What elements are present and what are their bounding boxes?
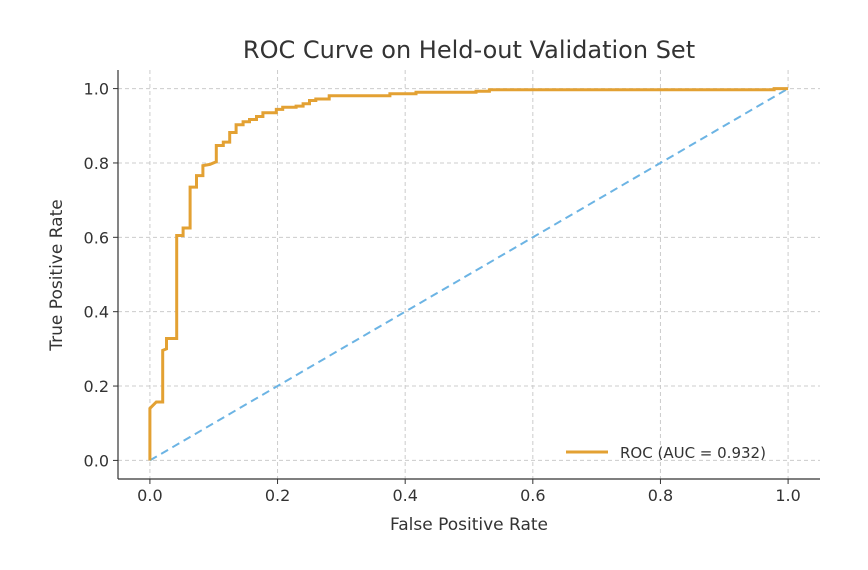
x-tick-label: 1.0 bbox=[775, 486, 800, 505]
y-axis-label: True Positive Rate bbox=[47, 199, 67, 351]
axes: 0.0 0.2 0.4 0.6 0.8 1.0 0.0 0.2 0.4 0.6 0.8 1.0 bbox=[84, 70, 820, 505]
y-tick-label: 0.6 bbox=[84, 228, 109, 247]
y-tick-label: 1.0 bbox=[84, 80, 109, 99]
x-tick-label: 0.0 bbox=[137, 486, 162, 505]
grid bbox=[118, 70, 820, 479]
series-group bbox=[148, 87, 789, 462]
roc-curve bbox=[148, 87, 789, 461]
y-tick-label: 0.2 bbox=[84, 377, 109, 396]
legend-label: ROC (AUC = 0.932) bbox=[620, 444, 766, 462]
chance-line bbox=[149, 87, 789, 462]
chart-title: ROC Curve on Held-out Validation Set bbox=[243, 36, 695, 64]
x-tick-label: 0.4 bbox=[392, 486, 417, 505]
x-tick-label: 0.2 bbox=[265, 486, 290, 505]
y-tick-label: 0.0 bbox=[84, 451, 109, 470]
y-tick-label: 0.8 bbox=[84, 154, 109, 173]
x-tick-label: 0.8 bbox=[648, 486, 673, 505]
x-axis-label: False Positive Rate bbox=[390, 515, 548, 535]
legend: ROC (AUC = 0.932) bbox=[566, 444, 766, 462]
x-tick-label: 0.6 bbox=[520, 486, 545, 505]
y-tick-label: 0.4 bbox=[84, 303, 109, 322]
